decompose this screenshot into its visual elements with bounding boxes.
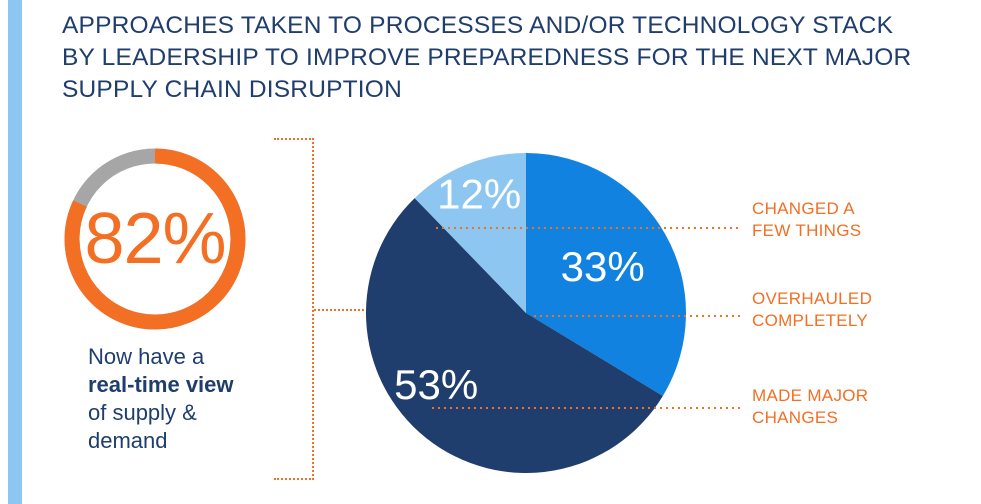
- caption-line-1: Now have a: [88, 344, 205, 369]
- pie-slice: [414, 153, 526, 313]
- pie-slice: [526, 153, 686, 396]
- label-overhauled-completely: OVERHAULED COMPLETELY: [752, 288, 952, 332]
- slice-value-label: 53%: [394, 361, 478, 408]
- label-changed-a-few-things: CHANGED A FEW THINGS: [752, 198, 952, 242]
- label-line: FEW THINGS: [752, 221, 862, 240]
- pie-slice: [365, 198, 663, 474]
- ring-progress: [64, 148, 246, 330]
- ring-caption: Now have a real-time view of supply & de…: [88, 343, 258, 455]
- label-line: COMPLETELY: [752, 311, 869, 330]
- ring-graphic: [64, 148, 246, 330]
- label-made-major-changes: MADE MAJOR CHANGES: [752, 385, 952, 429]
- accent-bar: [8, 0, 22, 504]
- title-line-2: BY LEADERSHIP TO IMPROVE PREPAREDNESS FO…: [62, 44, 912, 71]
- label-line: OVERHAULED: [752, 289, 873, 308]
- connector-tick: [314, 309, 364, 311]
- slice-value-label: 33%: [561, 243, 645, 290]
- caption-line-3: of supply &: [88, 400, 197, 425]
- label-line: CHANGED A: [752, 199, 855, 218]
- label-line: MADE MAJOR: [752, 386, 869, 405]
- chart-title: APPROACHES TAKEN TO PROCESSES AND/OR TEC…: [62, 10, 942, 106]
- title-line-1: APPROACHES TAKEN TO PROCESSES AND/OR TEC…: [62, 12, 894, 39]
- ring-value: 82%: [84, 199, 226, 279]
- caption-bold: real-time view: [88, 372, 234, 397]
- caption-line-4: demand: [88, 428, 168, 453]
- slice-value-label: 12%: [437, 170, 521, 217]
- connector-bracket: [274, 138, 314, 480]
- percent-ring: 82%: [62, 146, 248, 332]
- title-line-3: SUPPLY CHAIN DISRUPTION: [62, 76, 402, 103]
- label-line: CHANGES: [752, 408, 839, 427]
